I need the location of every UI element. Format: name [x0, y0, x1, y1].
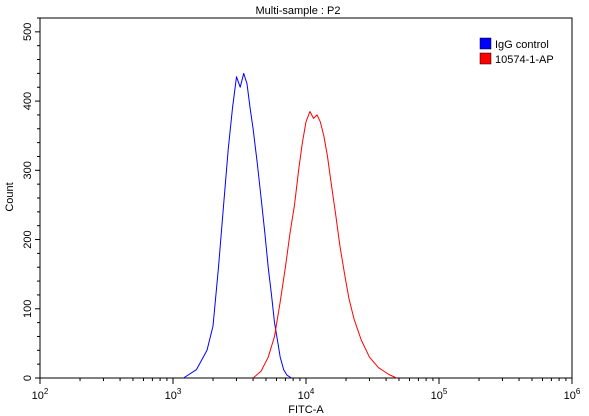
- chart-title: Multi-sample : P2: [256, 5, 341, 17]
- x-tick-label: 105: [431, 387, 448, 402]
- y-tick-label: 100: [22, 300, 34, 318]
- plot-frame: [39, 17, 573, 379]
- x-tick-label: 104: [298, 387, 315, 402]
- legend-swatch-igg: [479, 37, 492, 50]
- y-axis: 0 100 200 300 400 500: [22, 17, 40, 381]
- y-tick-label: 200: [22, 230, 34, 248]
- legend: IgG control 10574-1-AP: [479, 37, 554, 66]
- legend-swatch-10574: [479, 52, 492, 65]
- series-line-0: [183, 72, 292, 379]
- legend-label-10574: 10574-1-AP: [495, 54, 554, 66]
- y-tick-label: 0: [22, 375, 34, 381]
- series-lines: [183, 72, 397, 379]
- x-tick-label: 103: [165, 387, 182, 402]
- y-tick-label: 300: [22, 161, 34, 179]
- legend-label-igg: IgG control: [495, 39, 549, 51]
- y-tick-label: 500: [22, 23, 34, 41]
- x-axis: 102 103 104 105 106: [32, 378, 581, 402]
- y-tick-label: 400: [22, 92, 34, 110]
- x-tick-label: 106: [564, 387, 581, 402]
- y-axis-label: Count: [4, 182, 16, 211]
- x-tick-label: 102: [32, 387, 49, 402]
- series-line-1: [252, 111, 397, 379]
- x-axis-label: FITC-A: [288, 404, 324, 416]
